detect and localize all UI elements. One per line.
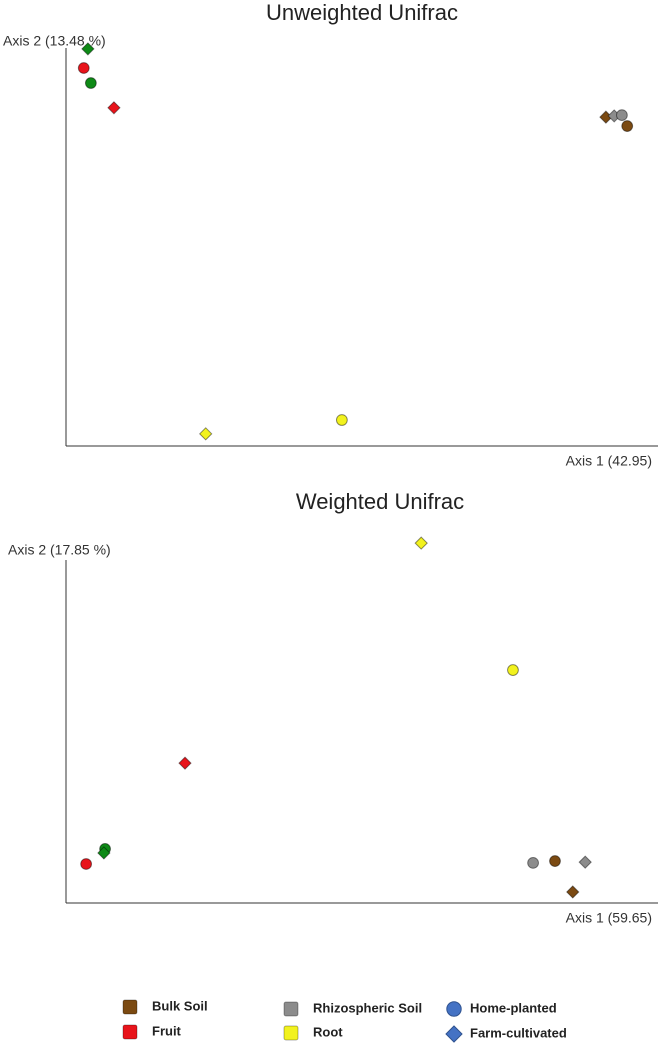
data-point xyxy=(199,427,213,441)
data-point xyxy=(621,120,634,132)
legend-swatch xyxy=(122,999,138,1015)
data-point xyxy=(81,42,95,56)
data-point xyxy=(97,846,111,860)
legend-marker xyxy=(446,1001,462,1017)
x-axis-label: Axis 1 (42.95) xyxy=(566,453,652,469)
data-point xyxy=(527,856,539,869)
data-point xyxy=(335,414,348,426)
data-point xyxy=(566,885,580,899)
legend-label: Root xyxy=(313,1024,343,1039)
chart-title: Unweighted Unifrac xyxy=(266,0,458,25)
data-point xyxy=(549,855,561,867)
y-axis-label: Axis 2 (13.48 %) xyxy=(3,33,106,49)
legend-label: Rhizospheric Soil xyxy=(313,1000,422,1015)
legend-label: Home-planted xyxy=(470,1000,557,1015)
legend-swatch xyxy=(283,1025,299,1041)
legend-label: Bulk Soil xyxy=(152,998,208,1013)
data-point xyxy=(84,77,97,89)
data-point xyxy=(107,101,121,115)
data-point xyxy=(414,536,428,550)
data-point xyxy=(178,756,192,770)
y-axis-label: Axis 2 (17.85 %) xyxy=(8,542,111,558)
chart-title: Weighted Unifrac xyxy=(296,489,464,514)
data-point xyxy=(80,858,93,870)
data-point xyxy=(77,62,90,74)
x-axis-label: Axis 1 (59.65) xyxy=(566,910,652,926)
data-point xyxy=(578,855,592,869)
legend-label: Fruit xyxy=(152,1023,182,1038)
legend-marker xyxy=(445,1025,463,1043)
data-point xyxy=(507,664,519,676)
legend-label: Farm-cultivated xyxy=(470,1025,567,1040)
legend-swatch xyxy=(122,1024,138,1040)
legend-swatch xyxy=(283,1001,299,1017)
data-point xyxy=(615,109,628,122)
